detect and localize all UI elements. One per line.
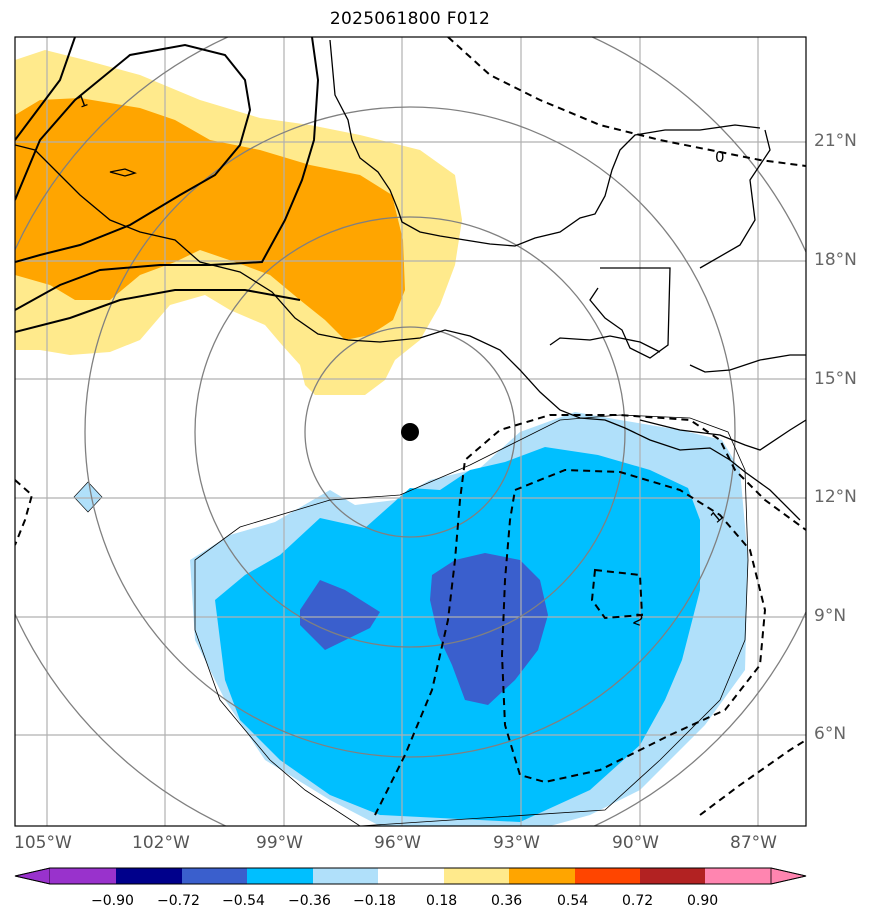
lon-label: 96°W: [374, 833, 421, 853]
colorbar-segment: [247, 868, 313, 884]
colorbar-segment: [575, 868, 640, 884]
colorbar-segment: [182, 868, 247, 884]
lon-label: 99°W: [256, 833, 303, 853]
negative-strong-fill-west: [300, 580, 380, 650]
colorbar-tick-label: 0.72: [622, 893, 654, 909]
colorbar-tick-label: −0.54: [222, 893, 265, 909]
map-frame: [14, 36, 807, 827]
lat-label: 12°N: [814, 487, 857, 507]
colorbar-tick-label: −0.90: [91, 893, 134, 909]
lon-label: 105°W: [14, 833, 72, 853]
negative-light-fill-small: [73, 481, 103, 513]
negative-contours: [15, 37, 806, 816]
coastlines: [15, 39, 806, 521]
lat-label: 6°N: [814, 724, 847, 744]
lat-label: 9°N: [814, 606, 847, 626]
lon-label: 102°W: [132, 833, 190, 853]
colorbar-segment: [50, 868, 116, 884]
colorbar-tick-label: 0.36: [491, 893, 523, 909]
lat-label: 21°N: [814, 131, 857, 151]
colorbar-segment: [705, 868, 771, 884]
range-rings: [15, 37, 806, 826]
colorbar-segment: [116, 868, 182, 884]
lon-label: 93°W: [493, 833, 540, 853]
colorbar-tick-label: −0.18: [353, 893, 396, 909]
colorbar-tick-label: −0.36: [288, 893, 331, 909]
negative-strong-fill-center: [430, 553, 548, 705]
gridlines: [15, 37, 806, 826]
colorbar-tick-label: 0.90: [687, 893, 719, 909]
colorbar-extend-low: [14, 867, 51, 885]
colorbar-segment: [378, 868, 444, 884]
lat-label: 15°N: [814, 369, 857, 389]
colorbar-segment: [444, 868, 509, 884]
lon-label: 87°W: [730, 833, 777, 853]
chart-title: 2025061800 F012: [329, 9, 491, 29]
colorbar-tick-label: 0.18: [426, 893, 458, 909]
colorbar-segment: [509, 868, 575, 884]
colorbar-extend-high: [770, 867, 807, 885]
storm-center-marker: [401, 423, 419, 441]
thin-contour: [194, 414, 749, 826]
colorbar-segment: [640, 868, 705, 884]
contour-label-zero: 0: [715, 148, 725, 166]
positive-mid-fill: [15, 98, 405, 340]
lat-label: 18°N: [814, 250, 857, 270]
colorbar-tick-label: −0.72: [157, 893, 200, 909]
map-area: 1 0 1 2: [15, 37, 806, 826]
lon-label: 90°W: [612, 833, 659, 853]
colorbar-outline: [14, 867, 807, 885]
colorbar-tick-label: 0.54: [557, 893, 589, 909]
colorbar-segment: [313, 868, 378, 884]
colorbar: [14, 867, 807, 885]
positive-contours: [15, 37, 320, 333]
